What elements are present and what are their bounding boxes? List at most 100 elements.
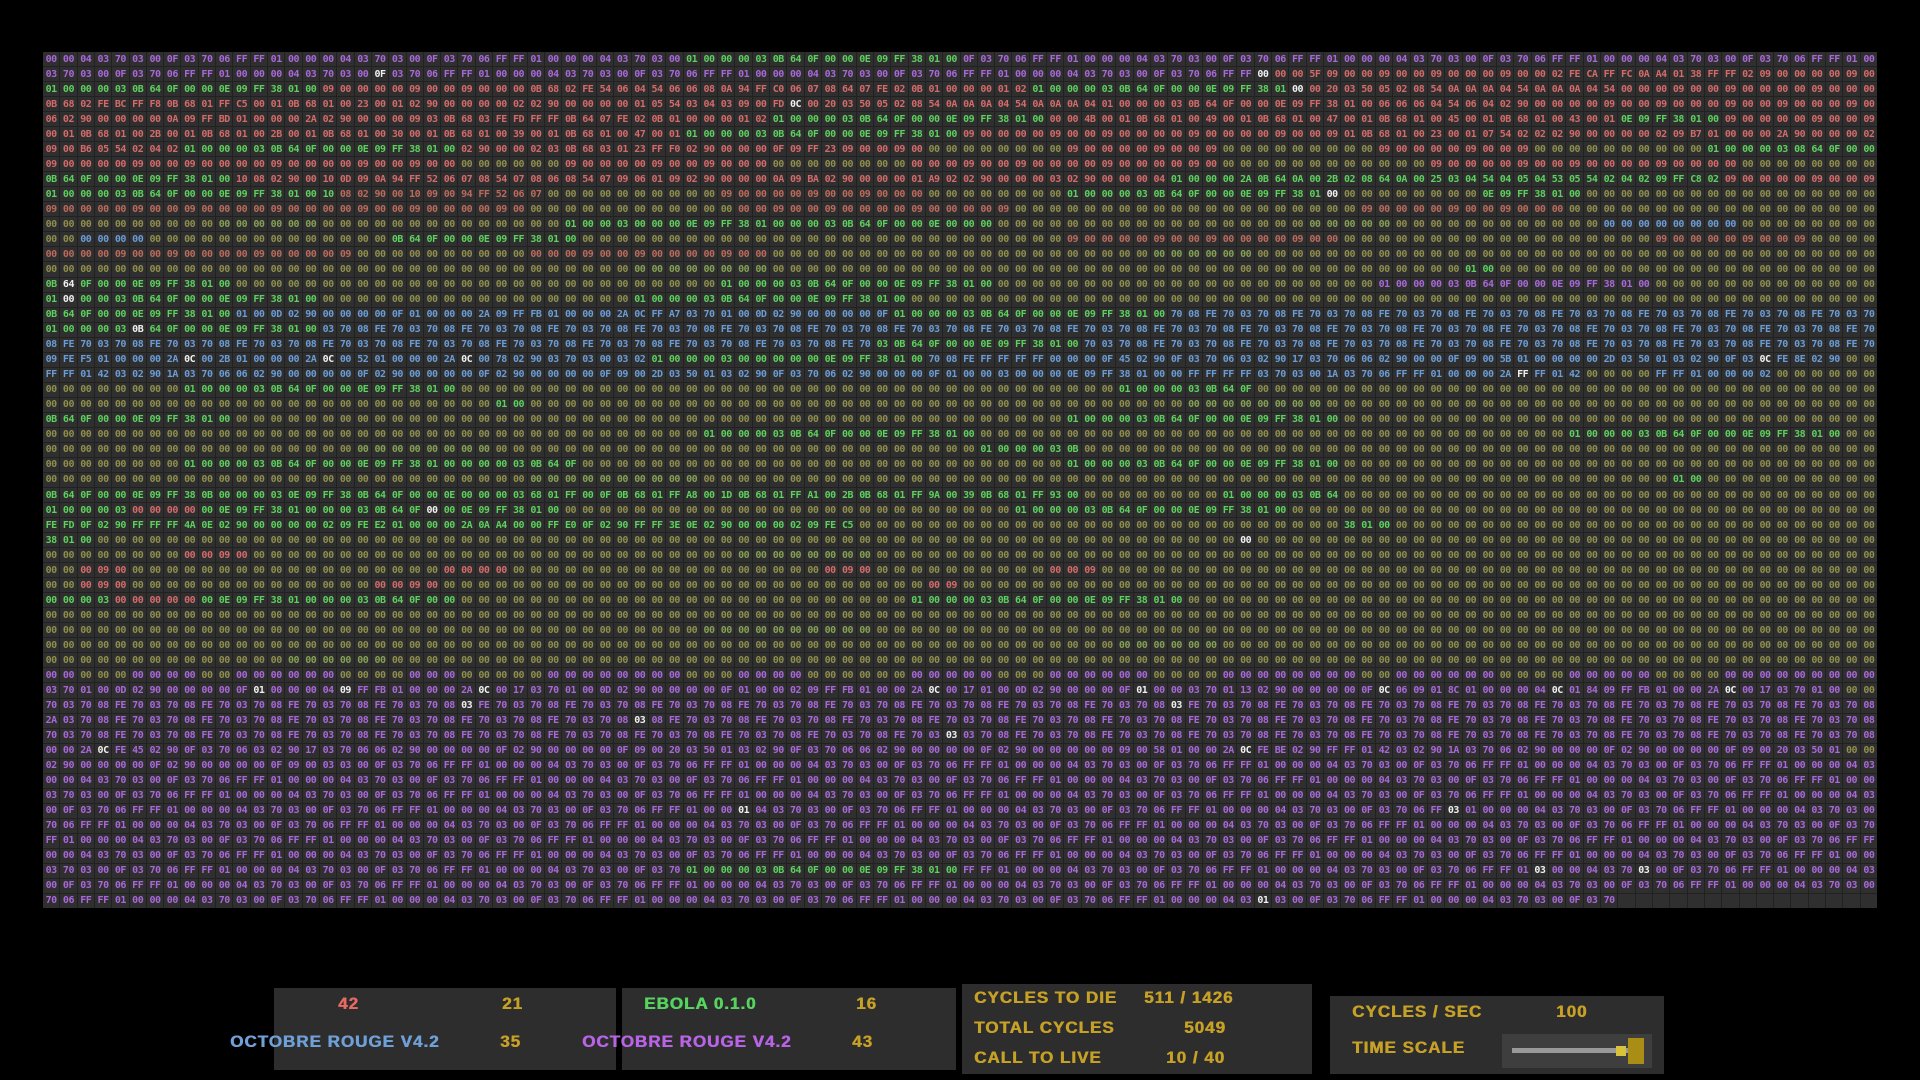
memory-cell: 70 <box>1324 698 1341 713</box>
memory-cell: FE <box>718 322 735 337</box>
memory-cell: 00 <box>285 472 302 488</box>
memory-cell: 00 <box>1324 593 1341 608</box>
memory-cell: 00 <box>1220 593 1237 608</box>
memory-cell: 00 <box>1081 442 1098 457</box>
memory-cell: 54 <box>579 172 596 187</box>
memory-cell: 00 <box>1514 623 1531 638</box>
memory-cell: 00 <box>995 638 1012 653</box>
memory-cell: 00 <box>1133 172 1150 187</box>
memory-cell: 00 <box>250 518 268 533</box>
memory-cell: 00 <box>77 548 94 563</box>
memory-cell: 00 <box>908 457 925 472</box>
memory-cell: 08 <box>1687 698 1704 713</box>
memory-cell: 00 <box>856 472 873 488</box>
memory-cell: 2B <box>1324 172 1341 187</box>
memory-cell: 00 <box>1393 472 1410 488</box>
memory-cell: 00 <box>752 503 770 518</box>
memory-cell: 00 <box>112 307 129 322</box>
memory-cell: 00 <box>198 82 216 97</box>
memory-cell: 00 <box>216 533 233 548</box>
memory-cell: 00 <box>614 593 631 608</box>
memory-cell: 00 <box>1202 518 1220 533</box>
memory-cell: 00 <box>1843 247 1860 262</box>
memory-cell: 00 <box>891 683 908 698</box>
memory-cell: 64 <box>1168 187 1185 202</box>
memory-cell: 30 <box>389 127 406 142</box>
memory-cell: 00 <box>1358 608 1375 623</box>
memory-cell: 00 <box>908 503 925 518</box>
memory-cell: 08 <box>822 82 839 97</box>
memory-cell: 00 <box>319 472 337 488</box>
memory-cell: 00 <box>683 683 700 698</box>
memory-cell: 03 <box>1133 728 1150 743</box>
memory-cell: 70 <box>1081 322 1098 337</box>
memory-cell: 00 <box>1445 412 1462 427</box>
memory-cell: 00 <box>1445 247 1462 262</box>
memory-cell: 00 <box>1133 217 1150 232</box>
memory-cell: 08 <box>527 172 545 187</box>
memory-cell: 00 <box>164 202 181 217</box>
memory-cell: 00 <box>1514 292 1531 307</box>
memory-cell: 00 <box>319 427 337 442</box>
memory-cell: 2A <box>43 713 60 728</box>
memory-cell: 00 <box>1029 623 1047 638</box>
memory-cell: 0F <box>839 277 856 292</box>
memory-cell: 70 <box>1514 322 1531 337</box>
memory-cell: 64 <box>1168 457 1185 472</box>
memory-cell: 00 <box>1583 457 1601 472</box>
memory-cell: FF <box>493 52 510 67</box>
memory-cell: 00 <box>804 112 821 127</box>
memory-cell: 00 <box>1375 412 1393 427</box>
memory-cell: 38 <box>1116 367 1133 382</box>
memory-cell: 00 <box>752 472 770 488</box>
memory-cell: 00 <box>1635 52 1652 67</box>
memory-cell: 03 <box>1185 352 1202 367</box>
memory-cell: 00 <box>216 307 233 322</box>
memory-cell: 70 <box>337 322 354 337</box>
memory-cell: 00 <box>441 683 458 698</box>
memory-cell: 01 <box>1687 112 1704 127</box>
memory-cell: 00 <box>94 412 112 427</box>
memory-cell: 00 <box>94 548 112 563</box>
memory-cell: 00 <box>873 277 891 292</box>
memory-cell: 0F <box>1497 277 1514 292</box>
memory-cell: 01 <box>302 127 319 142</box>
memory-cell: 03 <box>1358 322 1375 337</box>
memory-cell: 00 <box>146 352 164 367</box>
memory-cell: 00 <box>475 668 493 683</box>
memory-cell: 06 <box>943 67 960 82</box>
memory-cell: 03 <box>770 427 787 442</box>
memory-cell: 00 <box>1566 457 1583 472</box>
memory-cell: 03 <box>1445 172 1462 187</box>
memory-cell: 00 <box>1497 518 1514 533</box>
memory-cell: 00 <box>94 683 112 698</box>
memory-cell: 00 <box>908 623 925 638</box>
memory-cell: 00 <box>1133 262 1150 277</box>
memory-cell: 00 <box>1549 518 1566 533</box>
memory-cell: 01 <box>1116 112 1133 127</box>
memory-cell: 00 <box>1479 653 1497 668</box>
memory-cell: 0B <box>319 127 337 142</box>
memory-cell: 00 <box>1479 608 1497 623</box>
memory-cell: 00 <box>250 472 268 488</box>
memory-cell: 00 <box>752 172 770 187</box>
memory-cell: 00 <box>631 563 648 578</box>
memory-cell: 00 <box>839 442 856 457</box>
memory-cell: 06 <box>1358 352 1375 367</box>
memory-cell: 00 <box>1687 157 1704 172</box>
memory-cell: 38 <box>1289 412 1306 427</box>
memory-cell: 00 <box>1566 472 1583 488</box>
memory-cell: 90 <box>1427 743 1445 758</box>
memory-cell: 0F <box>1185 187 1202 202</box>
memory-cell: FF <box>787 488 804 503</box>
memory-cell: 03 <box>700 292 718 307</box>
memory-cell: 64 <box>995 307 1012 322</box>
memory-cell: 00 <box>787 563 804 578</box>
memory-cell: 00 <box>752 638 770 653</box>
memory-cell: 09 <box>1497 187 1514 202</box>
memory-cell: 00 <box>1479 202 1497 217</box>
memory-cell: 00 <box>804 503 821 518</box>
memory-cell: 03 <box>1098 337 1116 352</box>
memory-cell: 42 <box>1566 367 1583 382</box>
memory-cell: 00 <box>1670 683 1687 698</box>
